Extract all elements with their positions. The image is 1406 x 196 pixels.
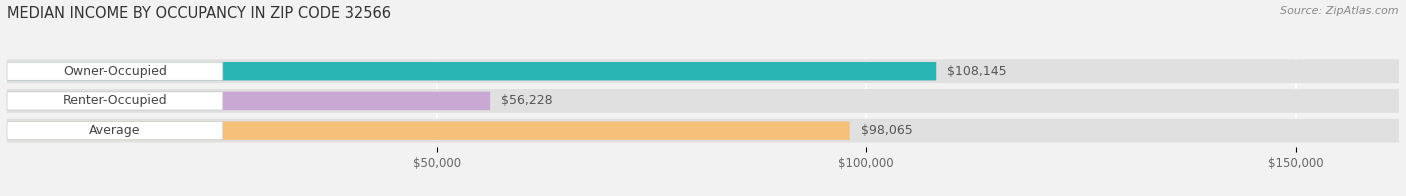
FancyBboxPatch shape — [7, 62, 936, 80]
FancyBboxPatch shape — [7, 89, 1399, 113]
FancyBboxPatch shape — [7, 92, 222, 110]
FancyBboxPatch shape — [7, 122, 849, 140]
FancyBboxPatch shape — [7, 62, 222, 80]
Text: Owner-Occupied: Owner-Occupied — [63, 65, 167, 78]
Text: Renter-Occupied: Renter-Occupied — [63, 94, 167, 107]
Text: $108,145: $108,145 — [948, 65, 1007, 78]
FancyBboxPatch shape — [7, 59, 1399, 83]
FancyBboxPatch shape — [7, 92, 491, 110]
FancyBboxPatch shape — [7, 119, 1399, 142]
Text: $98,065: $98,065 — [860, 124, 912, 137]
Text: Average: Average — [89, 124, 141, 137]
Text: MEDIAN INCOME BY OCCUPANCY IN ZIP CODE 32566: MEDIAN INCOME BY OCCUPANCY IN ZIP CODE 3… — [7, 6, 391, 21]
Text: Source: ZipAtlas.com: Source: ZipAtlas.com — [1281, 6, 1399, 16]
FancyBboxPatch shape — [7, 122, 222, 140]
Text: $56,228: $56,228 — [502, 94, 553, 107]
